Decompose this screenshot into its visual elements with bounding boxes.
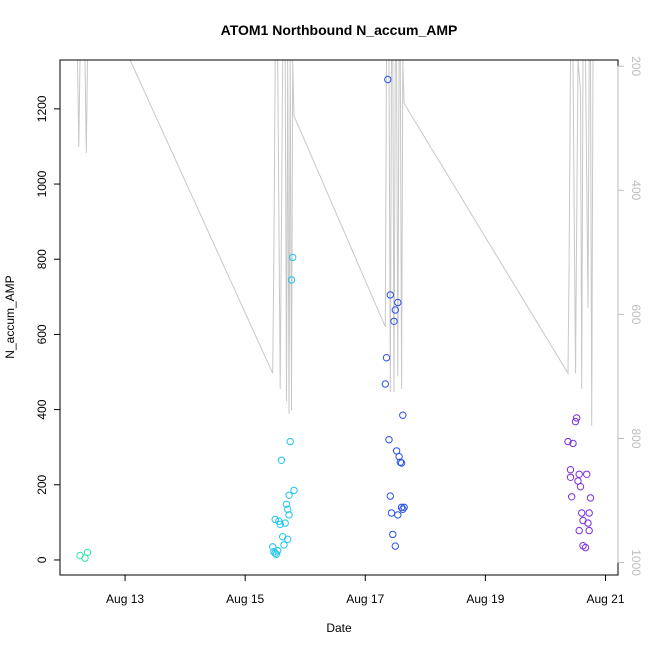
y-axis: 0 200 400 600 800 1000 1200 [35,95,61,563]
data-point [272,550,281,558]
right-y-tick-label: 600 [629,304,643,324]
data-point [274,546,282,555]
data-point [386,291,394,299]
data-point [280,541,288,549]
data-point [583,470,591,478]
data-point [83,548,92,557]
data-point [269,543,277,551]
data-point [396,458,404,466]
y-axis-label: N_accum_AMP [3,275,17,358]
data-point [381,380,389,388]
y-tick-label: 400 [35,399,49,419]
data-point [281,519,289,527]
data-point [285,491,293,499]
data-point [289,253,297,262]
data-point [384,75,392,84]
data-point [586,494,595,502]
data-point [386,492,394,500]
data-point [573,414,581,422]
data-point [287,276,296,284]
data-point [585,526,593,535]
data-point [397,503,406,511]
data-point [277,456,286,464]
data-point [400,503,408,511]
data-point [284,535,292,543]
data-point [391,306,399,314]
data-point [566,473,575,481]
data-point [397,459,406,467]
x-tick-label: Aug 21 [586,592,624,606]
data-point [387,509,396,517]
data-point [270,548,278,556]
x-tick-label: Aug 19 [466,592,504,606]
data-point [399,505,407,513]
data-point [391,542,399,550]
data-point [276,520,284,528]
data-point [575,526,583,535]
data-point [395,452,403,461]
data-point [394,298,402,307]
depth-trace [77,60,594,427]
x-tick-label: Aug 17 [346,592,384,606]
data-point [585,509,593,517]
data-point [390,317,398,325]
data-point [581,543,590,552]
data-point [286,437,294,446]
data-point [399,411,407,419]
data-point [584,519,592,527]
data-point [271,515,279,524]
right-y-tick-label: 200 [629,56,643,76]
data-point [385,436,393,444]
data-point [578,509,586,517]
data-point [571,417,580,426]
x-axis-label: Date [326,621,352,635]
y-tick-label: 1200 [35,95,49,122]
data-point [282,500,291,508]
data-point [575,470,583,478]
right-y-tick-label: 400 [629,180,643,200]
data-point [568,493,576,501]
data-points [76,75,595,562]
data-point [285,511,293,519]
data-point [576,483,585,491]
data-point [566,466,575,474]
chart-title: ATOM1 Northbound N_accum_AMP [221,22,458,38]
x-tick-label: Aug 15 [226,592,264,606]
right-y-tick-label: 800 [629,428,643,448]
data-point [564,437,572,446]
data-point [382,354,391,362]
right-y-tick-label: 1000 [629,549,643,576]
data-point [290,486,298,495]
y-tick-label: 200 [35,474,49,494]
y-tick-label: 1000 [35,170,49,197]
data-point [569,439,577,448]
right-y-axis: 200 400 600 800 1000 [617,56,643,576]
depth-trace-line [77,60,594,427]
y-tick-label: 0 [35,556,49,563]
x-tick-label: Aug 13 [106,592,144,606]
data-point [394,511,402,519]
x-axis: Aug 13 Aug 15 Aug 17 Aug 19 Aug 21 [106,574,625,606]
data-point [389,530,397,539]
y-tick-label: 600 [35,324,49,344]
data-point [271,549,279,557]
y-tick-label: 800 [35,249,49,269]
